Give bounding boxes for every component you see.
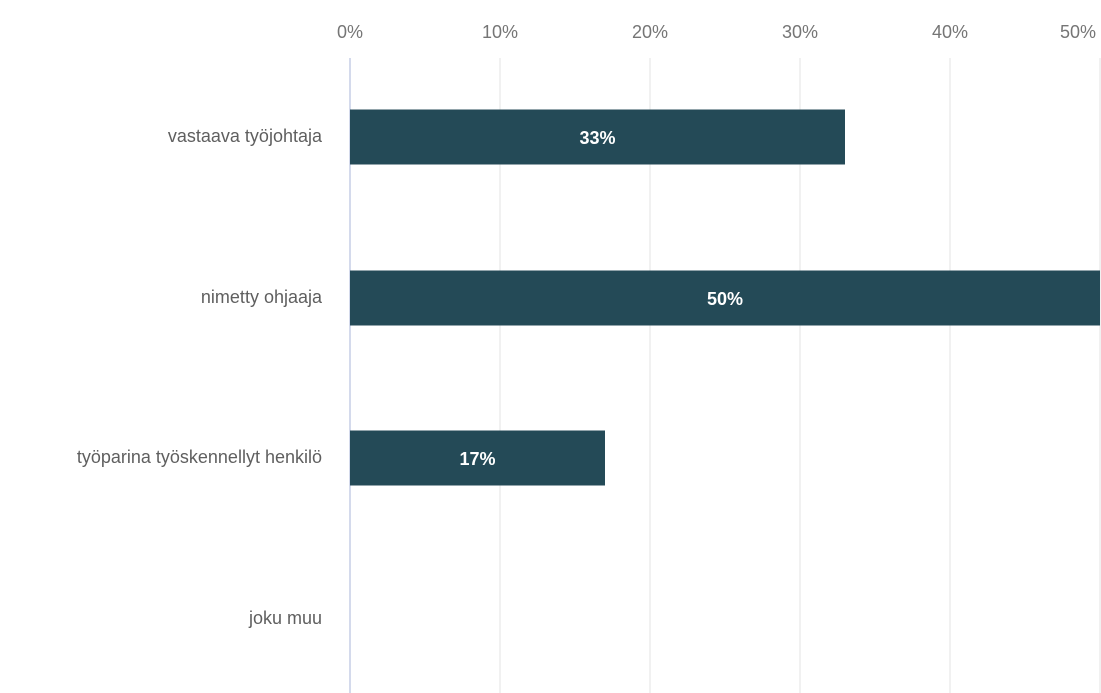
bar — [350, 109, 845, 165]
data-label: 50% — [707, 289, 743, 309]
category-labels: vastaava työjohtaja nimetty ohjaaja työpar… — [77, 126, 323, 628]
x-axis-ticks: 0% 10% 20% 30% 40% 50% — [337, 22, 1096, 42]
data-label: 33% — [579, 128, 615, 148]
x-tick-label: 50% — [1060, 22, 1096, 42]
category-label: nimetty ohjaaja — [201, 287, 323, 307]
data-label: 17% — [459, 449, 495, 469]
bars — [350, 109, 1100, 486]
x-tick-label: 40% — [932, 22, 968, 42]
data-labels: 33% 50% 17% — [459, 128, 743, 469]
bar — [350, 270, 1100, 326]
category-label: työparina työskennellyt henkilö — [77, 447, 322, 467]
category-label: vastaava työjohtaja — [168, 126, 323, 146]
x-tick-label: 10% — [482, 22, 518, 42]
x-tick-label: 30% — [782, 22, 818, 42]
category-label: joku muu — [248, 608, 322, 628]
bar — [350, 430, 605, 486]
x-tick-label: 20% — [632, 22, 668, 42]
x-tick-label: 0% — [337, 22, 363, 42]
